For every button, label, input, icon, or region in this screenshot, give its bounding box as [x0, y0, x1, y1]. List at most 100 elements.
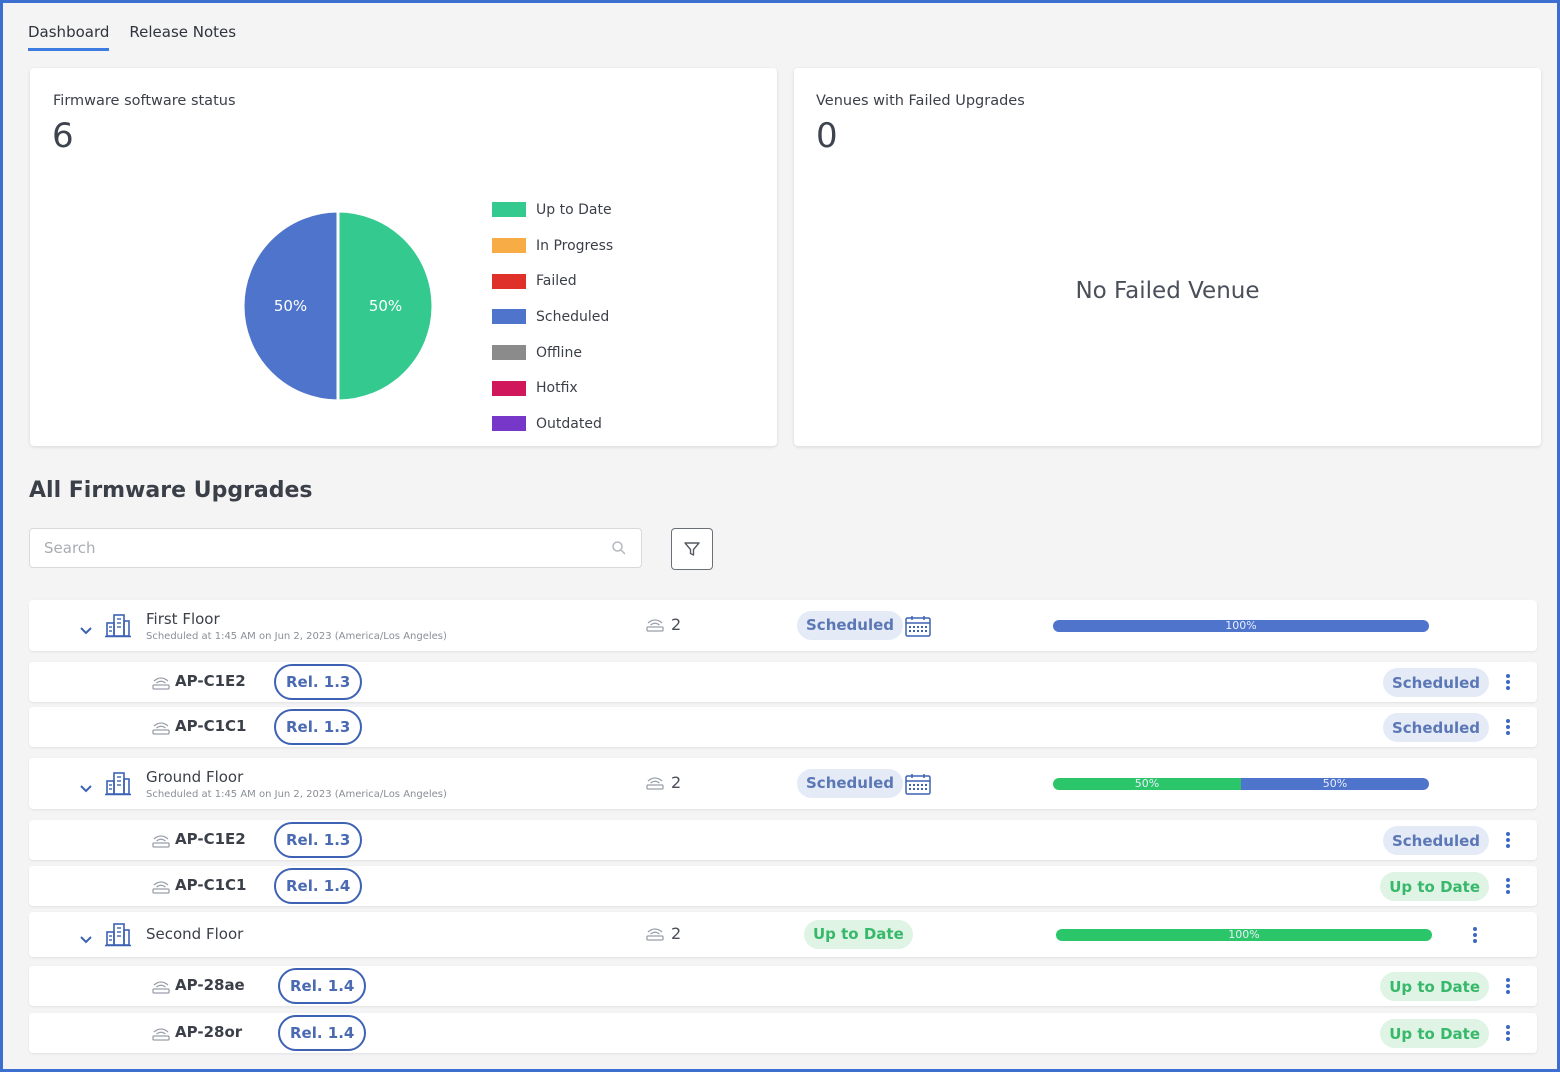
access-point-icon — [645, 616, 665, 632]
ap-count: 2 — [645, 615, 681, 634]
ap-name: AP-C1C1 — [175, 717, 247, 735]
calendar-icon[interactable] — [905, 773, 931, 795]
upgrade-progress-bar: 50% 50% — [1053, 777, 1429, 790]
all-firmware-upgrades-title: All Firmware Upgrades — [29, 478, 313, 503]
upgrade-progress-bar: 100% — [1056, 928, 1432, 941]
release-tag: Rel. 1.3 — [274, 822, 363, 858]
progress-segment: 50% — [1053, 777, 1241, 790]
progress-segment: 50% — [1241, 777, 1429, 790]
legend-label-offline: Offline — [536, 344, 582, 361]
ap-count: 2 — [645, 924, 681, 943]
ap-status-badge: Scheduled — [1382, 826, 1489, 855]
legend-label-up-to-date: Up to Date — [536, 201, 612, 218]
legend-item-outdated: Outdated — [492, 406, 613, 442]
ap-status-badge: Up to Date — [1380, 1019, 1489, 1048]
legend-label-scheduled: Scheduled — [536, 308, 610, 325]
venue-name: Ground Floor — [146, 768, 244, 786]
more-options-icon[interactable] — [1503, 1023, 1513, 1043]
venue-status-badge: Scheduled — [797, 768, 904, 798]
venue-schedule-text: Scheduled at 1:45 AM on Jun 2, 2023 (Ame… — [146, 789, 447, 800]
search-input[interactable] — [44, 539, 611, 557]
access-point-icon — [151, 978, 171, 998]
firmware-status-card: Firmware software status 6 50% 50% Up to … — [30, 68, 777, 446]
legend-item-up-to-date: Up to Date — [492, 192, 613, 228]
ap-status-badge: Scheduled — [1382, 713, 1489, 742]
no-failed-venue-text: No Failed Venue — [1075, 278, 1260, 304]
venue-status-badge: Up to Date — [804, 919, 913, 949]
legend-label-outdated: Outdated — [536, 415, 602, 432]
status-pie-chart: 50% 50% — [241, 209, 435, 403]
legend-swatch-in-progress — [492, 238, 526, 254]
ap-status-badge: Up to Date — [1380, 872, 1489, 901]
legend-label-hotfix: Hotfix — [536, 380, 578, 397]
access-point-icon — [151, 719, 171, 739]
legend-item-hotfix: Hotfix — [492, 370, 613, 406]
more-options-icon[interactable] — [1503, 976, 1513, 996]
filter-icon — [683, 540, 701, 558]
legend-swatch-up-to-date — [492, 202, 526, 218]
access-point-icon — [151, 878, 171, 898]
more-options-icon[interactable] — [1503, 717, 1513, 737]
venue-row: Ground Floor Scheduled at 1:45 AM on Jun … — [29, 758, 1537, 809]
pie-slice-up-to-date — [336, 209, 435, 403]
legend-swatch-offline — [492, 345, 526, 361]
progress-segment: 100% — [1056, 928, 1432, 941]
pie-label-up-to-date: 50% — [369, 297, 402, 315]
ap-count-value: 2 — [671, 614, 682, 634]
tab-dashboard[interactable]: Dashboard — [28, 23, 110, 51]
more-options-icon[interactable] — [1503, 830, 1513, 850]
ap-status-badge: Up to Date — [1380, 972, 1489, 1001]
building-icon — [104, 921, 132, 951]
venue-name: First Floor — [146, 610, 220, 628]
ap-count-value: 2 — [671, 923, 682, 943]
legend-item-in-progress: In Progress — [492, 228, 613, 264]
legend-swatch-hotfix — [492, 380, 526, 396]
filter-button[interactable] — [671, 528, 713, 570]
access-point-icon — [645, 925, 665, 941]
ap-row: AP-C1E2 Rel. 1.3 Scheduled — [29, 662, 1537, 702]
venue-status-badge: Scheduled — [797, 610, 904, 640]
ap-status-badge: Scheduled — [1382, 668, 1489, 697]
access-point-icon — [645, 774, 665, 790]
firmware-status-title: Firmware software status — [53, 93, 236, 109]
ap-count-value: 2 — [671, 772, 682, 792]
ap-name: AP-28ae — [175, 976, 245, 994]
legend-label-failed: Failed — [536, 273, 577, 290]
ap-name: AP-C1C1 — [175, 876, 247, 894]
ap-row: AP-C1C1 Rel. 1.3 Scheduled — [29, 707, 1537, 747]
calendar-icon[interactable] — [905, 615, 931, 637]
release-tag: Rel. 1.4 — [278, 1015, 367, 1051]
chevron-down-icon[interactable] — [79, 779, 93, 798]
legend-swatch-failed — [492, 273, 526, 289]
more-options-icon[interactable] — [1503, 876, 1513, 896]
more-options-icon[interactable] — [1503, 672, 1513, 692]
legend-item-scheduled: Scheduled — [492, 299, 613, 335]
legend-label-in-progress: In Progress — [536, 237, 614, 254]
failed-venues-card: Venues with Failed Upgrades 0 No Failed … — [794, 68, 1541, 446]
ap-name: AP-28or — [175, 1023, 243, 1041]
tab-release-notes[interactable]: Release Notes — [129, 23, 237, 41]
release-tag: Rel. 1.3 — [274, 709, 363, 745]
chevron-down-icon[interactable] — [79, 930, 93, 949]
more-options-icon[interactable] — [1470, 925, 1480, 945]
tab-bar: Dashboard Release Notes — [28, 23, 236, 51]
ap-name: AP-C1E2 — [175, 672, 246, 690]
search-icon[interactable] — [611, 540, 627, 556]
pie-label-scheduled: 50% — [274, 297, 307, 315]
search-box — [29, 528, 642, 568]
chevron-down-icon[interactable] — [79, 621, 93, 640]
ap-count: 2 — [645, 773, 681, 792]
progress-segment: 100% — [1053, 619, 1429, 632]
ap-row: AP-C1C1 Rel. 1.4 Up to Date — [29, 866, 1537, 906]
firmware-status-count: 6 — [52, 116, 74, 156]
legend-swatch-outdated — [492, 416, 526, 432]
release-tag: Rel. 1.4 — [278, 968, 367, 1004]
venue-row: First Floor Scheduled at 1:45 AM on Jun 2… — [29, 600, 1537, 651]
ap-name: AP-C1E2 — [175, 830, 246, 848]
failed-venues-title: Venues with Failed Upgrades — [816, 93, 1025, 109]
failed-venues-count: 0 — [816, 116, 838, 156]
venue-schedule-text: Scheduled at 1:45 AM on Jun 2, 2023 (Ame… — [146, 631, 447, 642]
venue-row: Second Floor 2 Up to Date 100% — [29, 912, 1537, 957]
legend-swatch-scheduled — [492, 309, 526, 325]
release-tag: Rel. 1.3 — [274, 664, 363, 700]
